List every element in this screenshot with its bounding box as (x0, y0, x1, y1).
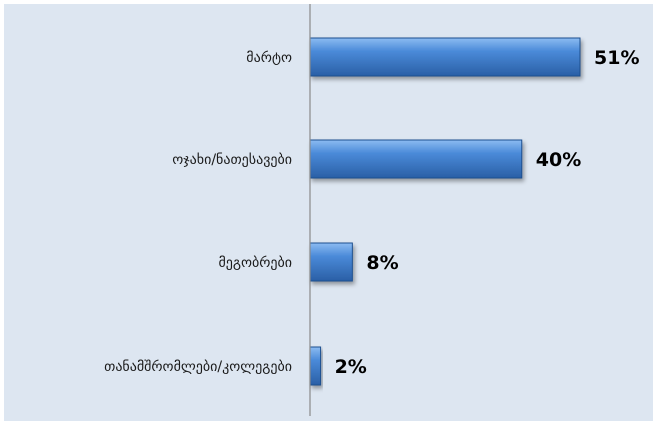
bar-chart: მარტო 51% ოჯახი/ნათესავები 40% მეგობრები 8% თა… (104, 4, 639, 416)
data-label: 40% (536, 149, 581, 171)
bar-1 (309, 37, 581, 77)
bar-4 (309, 346, 322, 386)
category-label: ოჯახი/ნათესავები (172, 152, 292, 168)
category-label: მეგობრები (218, 254, 292, 271)
data-label: 2% (335, 356, 367, 378)
chart-area: მარტო 51% ოჯახი/ნათესავები 40% მეგობრები 8% თა… (4, 4, 653, 421)
data-label: 8% (366, 252, 398, 274)
bar-3 (309, 242, 353, 282)
data-label: 51% (594, 47, 639, 69)
bar-2 (309, 139, 523, 179)
category-label: თანამშრომლები/კოლეგები (104, 358, 292, 375)
category-label: მარტო (246, 49, 292, 66)
